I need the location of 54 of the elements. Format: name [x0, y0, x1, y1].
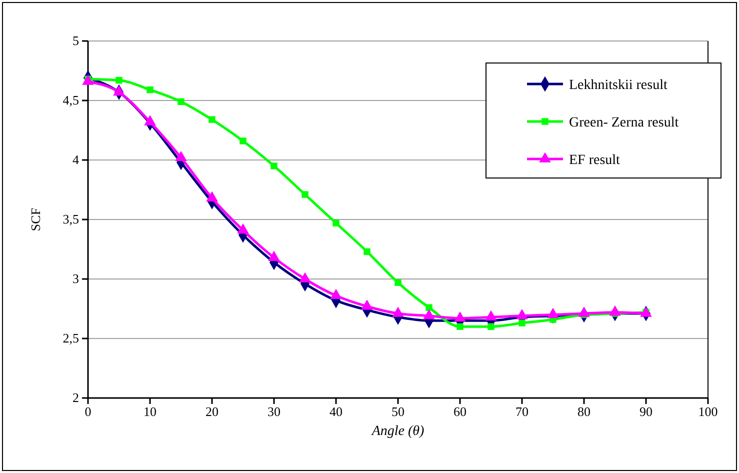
- point: [144, 115, 156, 126]
- point: [116, 76, 122, 84]
- legend-label: EF result: [569, 153, 620, 168]
- point: [547, 308, 559, 318]
- x-tick-label: 50: [392, 404, 404, 420]
- point: [609, 306, 621, 316]
- point: [640, 306, 652, 317]
- point: [518, 320, 526, 326]
- point: [426, 304, 432, 311]
- point: [454, 311, 466, 322]
- point: [299, 272, 311, 282]
- x-tick-label: 90: [640, 404, 652, 420]
- y-tick-label: 3,5: [62, 212, 79, 227]
- point: [146, 86, 154, 94]
- point: [423, 309, 435, 320]
- y-tick-label: 4,5: [62, 92, 79, 108]
- point: [578, 306, 590, 317]
- x-tick-label: 20: [206, 404, 218, 420]
- x-tick-label: 40: [330, 404, 342, 420]
- legend-label: Green- Zerna result: [569, 116, 679, 130]
- point: [208, 116, 216, 123]
- point: [206, 191, 218, 202]
- x-tick-label: 100: [698, 404, 718, 420]
- y-tick-label: 5: [72, 33, 79, 48]
- point: [270, 162, 278, 170]
- point: [456, 323, 464, 330]
- x-tick-label: 0: [84, 404, 92, 420]
- point: [178, 98, 184, 106]
- point: [237, 223, 249, 234]
- point: [394, 279, 402, 286]
- x-tick-label: 30: [268, 404, 280, 420]
- point: [175, 150, 187, 162]
- point: [392, 306, 404, 317]
- x-tick-label: 10: [144, 404, 156, 420]
- point: [332, 220, 340, 226]
- x-tick-label: 60: [454, 404, 466, 420]
- point: [330, 288, 342, 300]
- legend-label: Lekhnitskii result: [569, 78, 668, 93]
- y-tick-label: 3: [72, 271, 79, 286]
- point: [240, 138, 246, 144]
- y-tick-label: 2: [72, 390, 79, 406]
- point: [364, 248, 370, 255]
- x-axis-title: Angle (θ): [370, 424, 425, 439]
- point: [268, 250, 280, 261]
- x-tick-label: 80: [578, 404, 590, 420]
- y-axis-title: SCF: [28, 208, 43, 232]
- point: [516, 309, 528, 320]
- point: [361, 300, 373, 310]
- y-tick-label: 4: [72, 152, 80, 168]
- point: [485, 310, 497, 320]
- point: [302, 191, 308, 198]
- x-tick-label: 70: [516, 404, 528, 420]
- point: [488, 323, 494, 330]
- y-tick-label: 2,5: [62, 330, 79, 346]
